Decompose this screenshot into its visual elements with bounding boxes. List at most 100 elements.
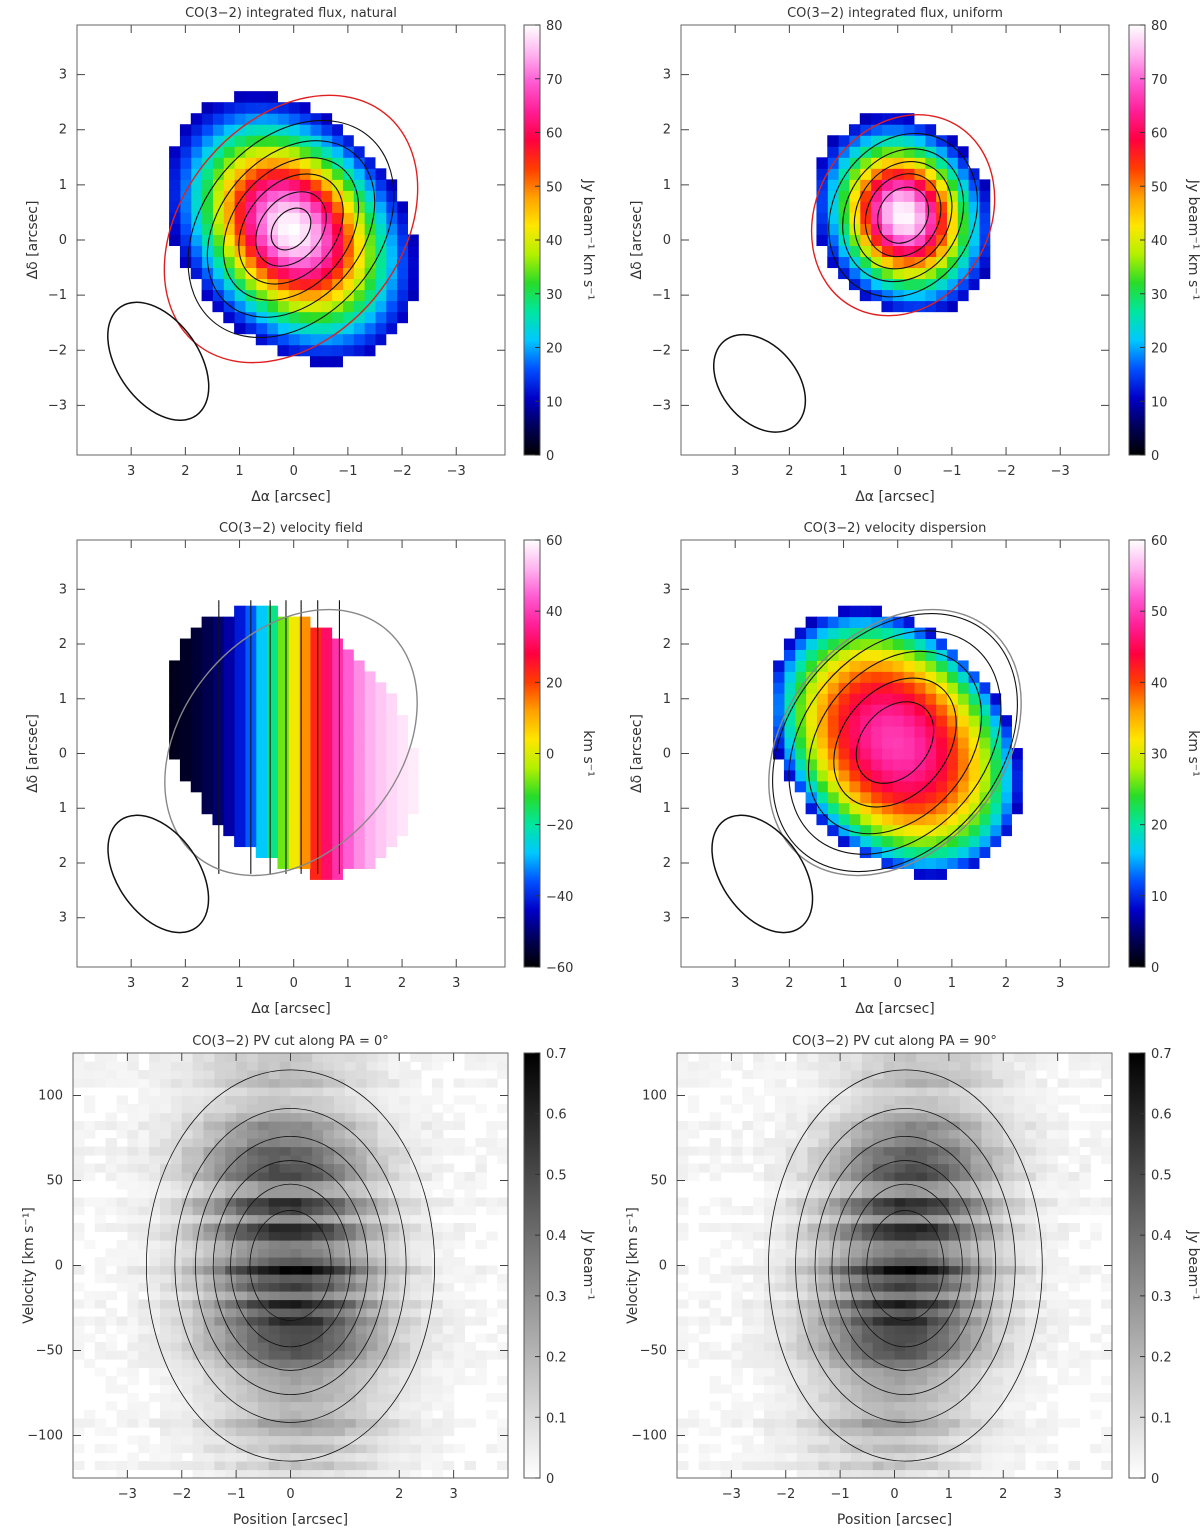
image-pixels (163, 91, 419, 368)
x-tick-label: −2 (172, 1487, 191, 1502)
colorbar-tick-label: 0.7 (546, 1047, 567, 1062)
colorbar-label: Jy beam⁻¹ km s⁻¹ (580, 179, 596, 301)
colorbar-tick-label: 80 (546, 19, 563, 34)
chart-title: CO(3−2) integrated flux, uniform (787, 6, 1003, 21)
colorbar-tick-label: 0.2 (546, 1351, 567, 1366)
x-tick-label: 3 (731, 976, 739, 991)
x-axis-label: Δα [arcsec] (251, 489, 331, 505)
contour-line (877, 186, 930, 244)
contour-line (222, 157, 360, 301)
chart-panel-3: 3 2 1 0 1 2 3 3 2 1 0 1 2 3 CO(3−2) velocity field Δα [… (25, 521, 596, 1017)
beam-ellipse (107, 814, 210, 934)
x-tick-label: 3 (1053, 1487, 1061, 1502)
y-axis-label: Δδ [arcsec] (25, 201, 41, 280)
x-tick-label: 1 (948, 976, 956, 991)
colorbar-tick-label: 50 (546, 180, 563, 195)
y-tick-label: −1 (652, 288, 671, 303)
y-tick-label: −3 (652, 398, 671, 413)
beam-ellipse (711, 814, 814, 934)
outer-contour (164, 608, 418, 877)
x-tick-label: 3 (127, 464, 135, 479)
y-tick-label: 3 (663, 582, 671, 597)
y-axis-label: Velocity [km s⁻¹] (625, 1207, 641, 1324)
colorbar-tick-label: 0.6 (546, 1108, 567, 1123)
colorbar-tick-label: 0.3 (1151, 1290, 1172, 1305)
contour-line (270, 207, 312, 251)
colorbar-tick-label: 10 (546, 395, 563, 410)
x-tick-label: 3 (731, 464, 739, 479)
colorbar (1128, 1052, 1146, 1479)
colorbar-label: Jy beam⁻¹ (580, 1230, 596, 1301)
y-tick-label: 50 (650, 1174, 667, 1189)
contour-line (230, 1183, 351, 1348)
y-tick-label: −1 (48, 288, 67, 303)
colorbar-tick-label: 70 (1151, 73, 1168, 88)
contour-line (174, 1108, 407, 1423)
contour-line (212, 1160, 369, 1371)
y-tick-label: 1 (59, 692, 67, 707)
colorbar-tick-label: 10 (1151, 890, 1168, 905)
contour-line (833, 677, 957, 808)
image-pixels (768, 605, 1023, 880)
x-tick-label: 0 (290, 464, 298, 479)
y-tick-label: 1 (663, 801, 671, 816)
y-tick-label: 2 (59, 856, 67, 871)
x-tick-label: −1 (831, 1487, 850, 1502)
x-tick-label: 3 (449, 1487, 457, 1502)
colorbar-tick-label: 40 (546, 234, 563, 249)
y-tick-label: 0 (659, 1259, 667, 1274)
colorbar-tick-label: 0.1 (1151, 1411, 1172, 1426)
x-tick-label: 1 (344, 976, 352, 991)
colorbar-tick-label: 0.6 (1151, 1108, 1172, 1123)
y-tick-label: 3 (59, 911, 67, 926)
chart-title: CO(3−2) PV cut along PA = 0° (192, 1034, 389, 1049)
chart-panel-5: −3 −2 −1 0 2 3 −100 −50 0 50 100 CO(3−2) PV cut alo… (21, 1034, 596, 1528)
y-tick-label: 2 (663, 856, 671, 871)
y-axis-label: Δδ [arcsec] (629, 714, 645, 793)
colorbar-tick-label: 0.5 (546, 1168, 567, 1183)
x-tick-label: 0 (894, 976, 902, 991)
y-tick-label: 3 (59, 68, 67, 83)
x-tick-label: −1 (338, 464, 357, 479)
y-tick-label: 2 (59, 123, 67, 138)
contour-line (768, 1069, 1043, 1462)
colorbar-tick-label: 60 (1151, 534, 1168, 549)
x-tick-label: 2 (785, 976, 793, 991)
x-tick-label: −3 (447, 464, 466, 479)
contour-line (814, 1136, 997, 1395)
outer-contour (768, 608, 1022, 877)
chart-title: CO(3−2) velocity dispersion (804, 521, 987, 536)
colorbar-tick-label: 0.2 (1151, 1351, 1172, 1366)
contour-line (848, 1183, 963, 1348)
colorbar-tick-label: 0 (1151, 961, 1159, 976)
beam-ellipse (107, 301, 210, 422)
contour-line (853, 161, 953, 270)
x-tick-label: 1 (235, 464, 243, 479)
y-tick-label: 2 (59, 637, 67, 652)
x-tick-label: −3 (118, 1487, 137, 1502)
image-pixels (810, 113, 996, 317)
contour-line (831, 1160, 980, 1371)
chart-title: CO(3−2) integrated flux, natural (185, 6, 397, 21)
x-tick-label: 0 (890, 1487, 898, 1502)
contour-line (795, 1108, 1016, 1423)
x-tick-label: 2 (395, 1487, 403, 1502)
colorbar-tick-label: 0.7 (1151, 1047, 1172, 1062)
colorbar-tick-label: 0.3 (546, 1290, 567, 1305)
y-tick-label: 1 (663, 692, 671, 707)
x-tick-label: 2 (181, 976, 189, 991)
colorbar-tick-label: 10 (1151, 395, 1168, 410)
chart-panel-6: −3 −2 −1 0 1 2 3 −100 −50 0 50 100 CO(3−2) PV cut al… (625, 1034, 1200, 1528)
colorbar-tick-label: 30 (1151, 748, 1168, 763)
contour-line (238, 173, 344, 285)
colorbar-tick-label: 80 (1151, 19, 1168, 34)
colorbar-tick-label: 60 (546, 534, 563, 549)
y-tick-label: 0 (55, 1259, 63, 1274)
contour-line (788, 630, 1002, 855)
colorbar-tick-label: 40 (1151, 234, 1168, 249)
y-tick-label: 1 (59, 801, 67, 816)
